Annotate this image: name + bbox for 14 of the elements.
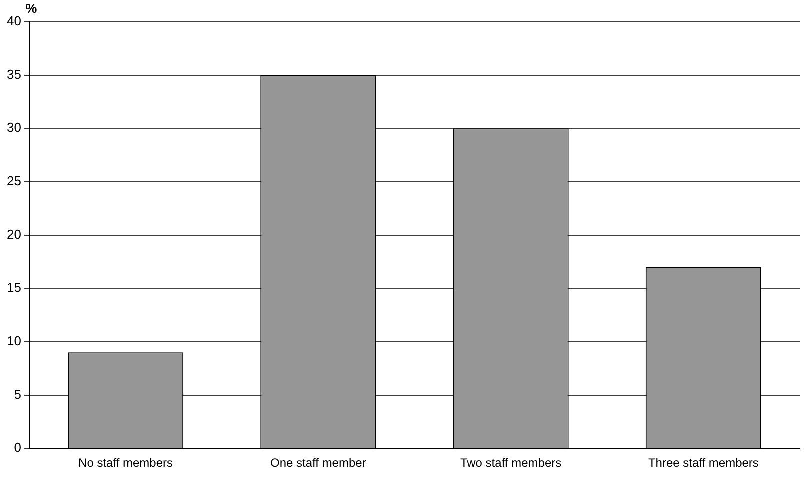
y-axis-title: % <box>26 1 38 16</box>
y-tick-label: 25 <box>6 174 22 189</box>
x-tick-label: One staff member <box>270 456 366 470</box>
y-tick-label: 40 <box>6 14 22 29</box>
y-tick-label: 30 <box>6 120 22 136</box>
y-tick-label: 15 <box>6 280 22 296</box>
y-tick-label: 35 <box>6 66 22 82</box>
x-tick-label: Three staff members <box>648 456 759 470</box>
y-tick-label: 5 <box>14 386 22 402</box>
y-tick-label: 0 <box>14 440 22 456</box>
x-tick-label: Two staff members <box>460 456 562 470</box>
y-tick-label: 10 <box>6 334 22 349</box>
x-tick-label: No staff members <box>78 456 174 470</box>
y-tick-label: 20 <box>6 226 22 242</box>
